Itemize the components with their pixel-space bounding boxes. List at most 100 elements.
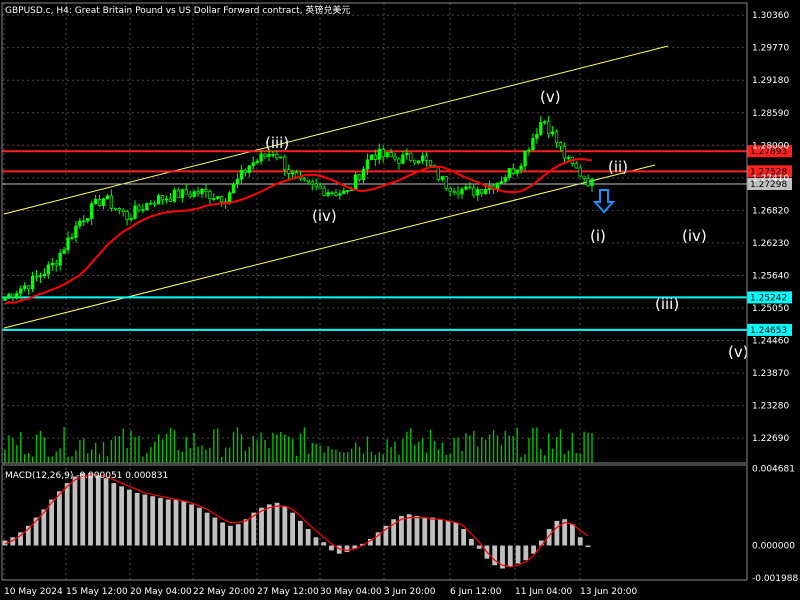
candle-body (519, 165, 523, 171)
candle-body (294, 172, 299, 178)
macd-bar (158, 497, 163, 546)
candle-body (145, 202, 149, 211)
macd-bar (204, 512, 210, 546)
macd-bar (391, 519, 397, 546)
x-tick-label: 6 Jun 12:00 (450, 587, 502, 597)
macd-bar (220, 522, 226, 546)
candle-body (137, 205, 141, 211)
macd-bar (119, 486, 124, 546)
macd-bar (422, 517, 428, 546)
macd-y-tick-label: 0.000000 (752, 542, 795, 552)
macd-bar (33, 517, 39, 546)
down-arrow-icon (592, 189, 616, 214)
candle-body (535, 134, 539, 139)
candle-body (275, 153, 279, 159)
candle-body (216, 196, 220, 199)
macd-bar (562, 519, 568, 546)
candle-body (369, 154, 374, 161)
macd-bar (344, 545, 350, 553)
candle-body (424, 155, 429, 161)
candle-body (330, 192, 334, 194)
resistance-2-tag-text: 1.27528 (750, 167, 787, 177)
y-tick-label: 1.30360 (752, 11, 789, 21)
x-tick-label: 13 Jun 20:00 (580, 587, 637, 597)
macd-bar (469, 538, 474, 546)
candle-body (11, 293, 15, 298)
macd-bar (282, 506, 288, 546)
channel-upper-line (3, 45, 669, 215)
macd-bar (251, 512, 257, 546)
candle-body (550, 131, 555, 135)
candle-body (208, 191, 212, 200)
macd-bar (531, 545, 536, 554)
candle-body (511, 168, 515, 174)
candle-body (361, 168, 366, 181)
macd-bar (173, 499, 179, 546)
candle-body (109, 195, 114, 209)
macd-signal-line (4, 474, 589, 568)
candle-body (306, 179, 310, 183)
wave-label-v-projected: (v) (728, 343, 749, 361)
candle-body (188, 193, 192, 197)
y-tick-label: 1.29180 (752, 76, 789, 86)
candle-body (50, 262, 54, 266)
candle-body (259, 153, 263, 162)
x-tick-label: 20 May 04:00 (130, 587, 192, 597)
resistance-1-tag (747, 145, 792, 158)
candle-body (543, 121, 547, 124)
candle-body (204, 188, 208, 192)
macd-bar (406, 514, 412, 546)
macd-bar (313, 537, 319, 546)
candle-body (539, 122, 543, 135)
macd-bar (570, 524, 575, 546)
candle-body (133, 205, 137, 219)
x-tick-label: 30 May 04:00 (320, 587, 382, 597)
candle-body (149, 202, 153, 205)
macd-bar (297, 520, 303, 546)
macd-bar (72, 476, 78, 546)
candle-body (523, 150, 527, 167)
candle-body (397, 158, 401, 164)
wave-label-iv-low: (iv) (312, 207, 337, 225)
macd-bar (383, 525, 389, 546)
candle-body (7, 293, 11, 298)
candle-body (499, 181, 504, 184)
candle-body (62, 249, 66, 254)
candle-body (168, 198, 173, 202)
x-tick-label: 22 May 20:00 (193, 587, 255, 597)
wave-label-iv-projected: (iv) (682, 227, 707, 245)
candle-body (334, 192, 338, 196)
candle-body (503, 177, 507, 182)
candle-body (93, 198, 98, 205)
candle-body (3, 296, 7, 301)
candle-body (42, 273, 47, 276)
macd-bar (88, 473, 93, 546)
channel-lower-line (3, 164, 656, 329)
x-tick-label: 27 May 12:00 (257, 587, 319, 597)
candle-body (125, 211, 129, 220)
candle-body (283, 156, 287, 171)
trend-channel (3, 45, 669, 329)
moving-average-line (4, 158, 593, 305)
macd-bar (235, 524, 241, 546)
candle-body (113, 207, 117, 210)
y-tick-label: 1.27410 (752, 174, 789, 184)
macd-bar (445, 520, 451, 546)
macd-bar (196, 507, 202, 546)
wave-label-i-projected: (i) (590, 227, 606, 245)
candle-body (318, 185, 322, 189)
candle-body (558, 142, 563, 147)
candle-body (456, 191, 460, 195)
candle-body (373, 154, 377, 160)
candle-body (82, 220, 86, 223)
macd-bar (18, 532, 23, 546)
macd-bar (430, 517, 435, 546)
macd-bar (2, 540, 8, 546)
candle-body (287, 169, 291, 174)
macd-bar (95, 474, 101, 546)
macd-y-tick-label: -0.001988 (752, 574, 798, 584)
candle-body (562, 145, 567, 159)
wave-label-ii: (ii) (608, 158, 628, 176)
